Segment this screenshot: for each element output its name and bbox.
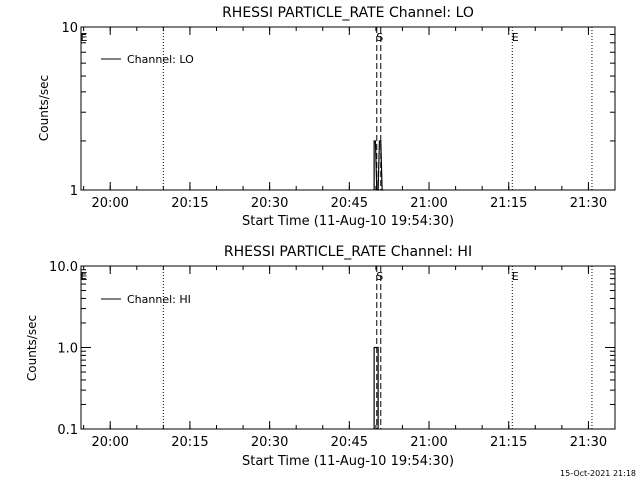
y-tick-label: 10.0 bbox=[49, 260, 78, 275]
marker-label: S bbox=[376, 270, 383, 283]
x-tick-label: 21:15 bbox=[490, 196, 527, 211]
y-axis-label: Counts/sec bbox=[37, 75, 51, 141]
x-axis-label: Start Time (11-Aug-10 19:54:30) bbox=[242, 454, 454, 469]
x-tick-label: 21:00 bbox=[410, 196, 447, 211]
x-tick-label: 20:15 bbox=[171, 435, 208, 450]
x-tick-label: 21:00 bbox=[410, 435, 447, 450]
legend-entry: Channel: HI bbox=[127, 293, 191, 306]
marker-label: E bbox=[512, 270, 519, 283]
marker-label: E bbox=[512, 31, 519, 44]
y-axis: 1 10 bbox=[61, 21, 615, 199]
y-tick-label: 10 bbox=[61, 21, 78, 36]
x-tick-label: 20:15 bbox=[171, 196, 208, 211]
timestamp: 15-Oct-2021 21:18 bbox=[560, 469, 636, 478]
series-group bbox=[373, 346, 379, 429]
series-line bbox=[373, 140, 384, 191]
series-group bbox=[373, 140, 384, 191]
x-tick-label: 21:30 bbox=[570, 196, 607, 211]
x-tick-label: 20:00 bbox=[91, 196, 128, 211]
x-tick-label: 20:30 bbox=[251, 435, 288, 450]
panel-hi: RHESSI PARTICLE_RATE Channel: HI E S E 0.1… bbox=[25, 244, 616, 469]
legend: Channel: HI bbox=[101, 293, 191, 306]
legend-entry: Channel: LO bbox=[127, 53, 194, 66]
x-tick-label: 21:15 bbox=[490, 435, 527, 450]
x-axis-label: Start Time (11-Aug-10 19:54:30) bbox=[242, 214, 454, 229]
plot-frame bbox=[80, 265, 616, 430]
x-tick-label: 20:45 bbox=[331, 435, 368, 450]
legend: Channel: LO bbox=[101, 53, 194, 66]
panel-lo: RHESSI PARTICLE_RATE Channel: LO E S E 1 10… bbox=[37, 5, 616, 229]
x-tick-label: 20:30 bbox=[251, 196, 288, 211]
x-axis: 20:00 20:15 20:30 20:45 21:00 21:15 21:30 bbox=[83, 27, 616, 211]
y-tick-label: 0.1 bbox=[57, 423, 78, 438]
plot-frame bbox=[80, 26, 616, 191]
y-tick-label: 1.0 bbox=[57, 342, 78, 357]
chart-title: RHESSI PARTICLE_RATE Channel: HI bbox=[224, 244, 472, 260]
x-tick-label: 20:00 bbox=[91, 435, 128, 450]
x-tick-label: 21:30 bbox=[570, 435, 607, 450]
x-tick-label: 20:45 bbox=[331, 196, 368, 211]
marker-label: E bbox=[81, 31, 88, 44]
marker-label: S bbox=[376, 31, 383, 44]
marker-label: E bbox=[81, 270, 88, 283]
chart-title: RHESSI PARTICLE_RATE Channel: LO bbox=[222, 5, 474, 21]
y-axis: 0.1 1.0 10.0 bbox=[49, 260, 615, 438]
series-line bbox=[373, 346, 379, 429]
y-axis-label: Counts/sec bbox=[25, 315, 39, 381]
x-axis: 20:00 20:15 20:30 20:45 21:00 21:15 21:30 bbox=[83, 266, 616, 450]
y-tick-label: 1 bbox=[70, 184, 78, 199]
